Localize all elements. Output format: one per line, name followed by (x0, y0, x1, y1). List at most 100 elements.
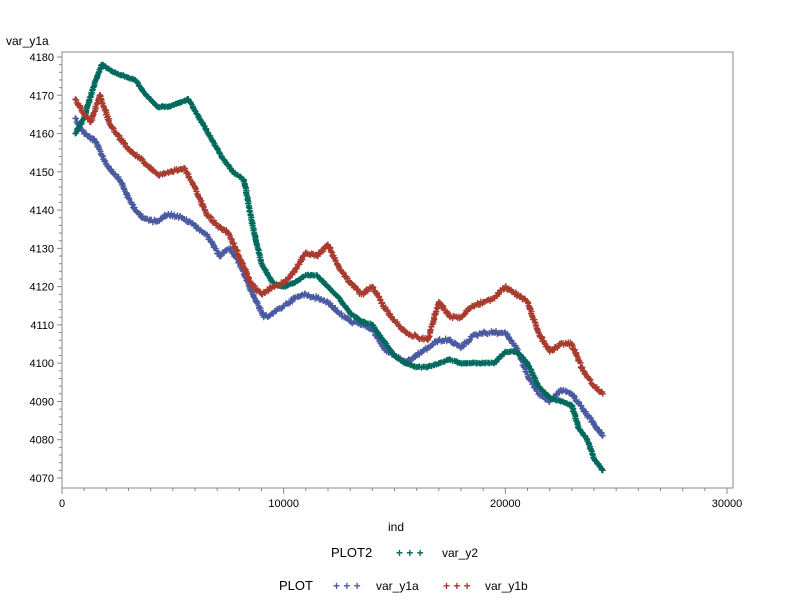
data-point-marker (459, 343, 466, 350)
y-tick-label: 4120 (30, 282, 54, 294)
y-tick-label: 4100 (30, 358, 54, 370)
data-point-marker (109, 124, 116, 131)
plot-area (72, 61, 606, 474)
data-point-marker (568, 341, 575, 348)
data-point-marker (587, 377, 594, 384)
data-point-marker (338, 310, 345, 317)
data-point-marker (253, 241, 260, 248)
data-point-marker (411, 353, 418, 360)
legend-label: var_y2 (442, 546, 478, 560)
y-tick-label: 4150 (30, 167, 54, 179)
data-point-marker (340, 269, 347, 276)
legend-plot2: PLOT2 + + + var_y2 (331, 545, 478, 560)
data-point-marker (512, 289, 519, 296)
data-point-marker (74, 125, 81, 132)
x-tick-label: 20000 (490, 498, 521, 510)
data-point-marker (126, 196, 133, 203)
data-point-marker (120, 139, 127, 146)
legend-marker: + + + (443, 579, 471, 593)
data-point-marker (232, 243, 239, 250)
data-point-marker (183, 216, 190, 223)
y-axis-title: var_y1a (6, 34, 49, 48)
data-point-marker (400, 358, 407, 365)
data-point-marker (378, 335, 385, 342)
y-tick-label: 4130 (30, 243, 54, 255)
data-point-marker (131, 204, 138, 211)
legend-label: var_y1b (485, 579, 528, 593)
data-point-marker (344, 314, 351, 321)
data-point-marker (590, 419, 597, 426)
data-point-marker (356, 316, 363, 323)
data-point-marker (159, 215, 166, 222)
data-point-marker (191, 107, 198, 114)
series-var_y2 (72, 61, 606, 474)
data-point-marker (289, 298, 296, 305)
data-point-marker (94, 72, 101, 79)
data-point-marker (202, 209, 209, 216)
data-point-marker (286, 274, 293, 281)
legend-marker: + + + (333, 579, 361, 593)
data-point-marker (523, 369, 530, 376)
data-point-marker (412, 354, 419, 361)
legend-title: PLOT (279, 578, 313, 593)
y-tick-label: 4110 (30, 320, 54, 332)
y-tick-label: 4070 (30, 473, 54, 485)
data-point-marker (312, 295, 319, 302)
data-point-marker (556, 389, 563, 396)
legend-title: PLOT2 (331, 545, 372, 560)
y-tick-label: 4180 (30, 52, 54, 64)
data-point-marker (466, 336, 473, 343)
data-point-marker (168, 210, 175, 217)
x-tick-label: 10000 (268, 498, 299, 510)
x-axis: 0 10000 20000 30000 (59, 488, 742, 510)
y-tick-label: 4090 (30, 396, 54, 408)
data-point-marker (598, 466, 605, 473)
data-point-marker (568, 401, 575, 408)
data-point-marker (379, 299, 386, 306)
data-point-marker (467, 305, 474, 312)
series-var_y1b (72, 91, 606, 397)
y-tick-label: 4080 (30, 435, 54, 447)
data-point-marker (245, 204, 252, 211)
data-point-marker (571, 394, 578, 401)
data-point-marker (370, 284, 377, 291)
y-tick-label: 4140 (30, 205, 54, 217)
data-point-marker (320, 246, 327, 253)
y-tick-label: 4160 (30, 129, 54, 141)
data-point-marker (488, 296, 495, 303)
data-point (72, 96, 79, 103)
data-point-marker (210, 139, 217, 146)
data-point-marker (108, 166, 115, 173)
data-point-marker (384, 307, 391, 314)
data-point-marker (578, 402, 585, 409)
data-point-marker (139, 156, 146, 163)
series-var_y1a (72, 115, 606, 439)
data-point-marker (327, 245, 334, 252)
data-point-marker (400, 326, 407, 333)
plot-frame (61, 51, 734, 489)
data-point-marker (207, 213, 214, 220)
data-point-marker (466, 337, 473, 344)
x-tick-label: 0 (59, 498, 65, 510)
data-point-marker (194, 111, 201, 118)
data-point-marker (285, 300, 292, 307)
y-axis: 4070 4080 4090 4100 4110 4120 4130 4140 4150 4160… (30, 52, 62, 485)
data-point-marker (77, 105, 84, 112)
data-point-marker (598, 432, 605, 439)
y-tick-label: 4170 (30, 90, 54, 102)
data-point-marker (504, 332, 511, 339)
data-point-marker (599, 389, 606, 396)
data-point-marker (583, 435, 590, 442)
data-point-marker (293, 265, 300, 272)
data-point-marker (115, 173, 122, 180)
data-point-marker (200, 203, 207, 210)
x-tick-label: 30000 (712, 498, 743, 510)
legend-marker: + + + (396, 546, 424, 560)
data-point-marker (102, 106, 109, 113)
x-axis-title: ind (388, 520, 404, 534)
data-point-marker (254, 246, 261, 253)
data-point-marker (225, 231, 232, 238)
legend-label: var_y1a (376, 579, 419, 593)
data-point-marker (204, 231, 211, 238)
